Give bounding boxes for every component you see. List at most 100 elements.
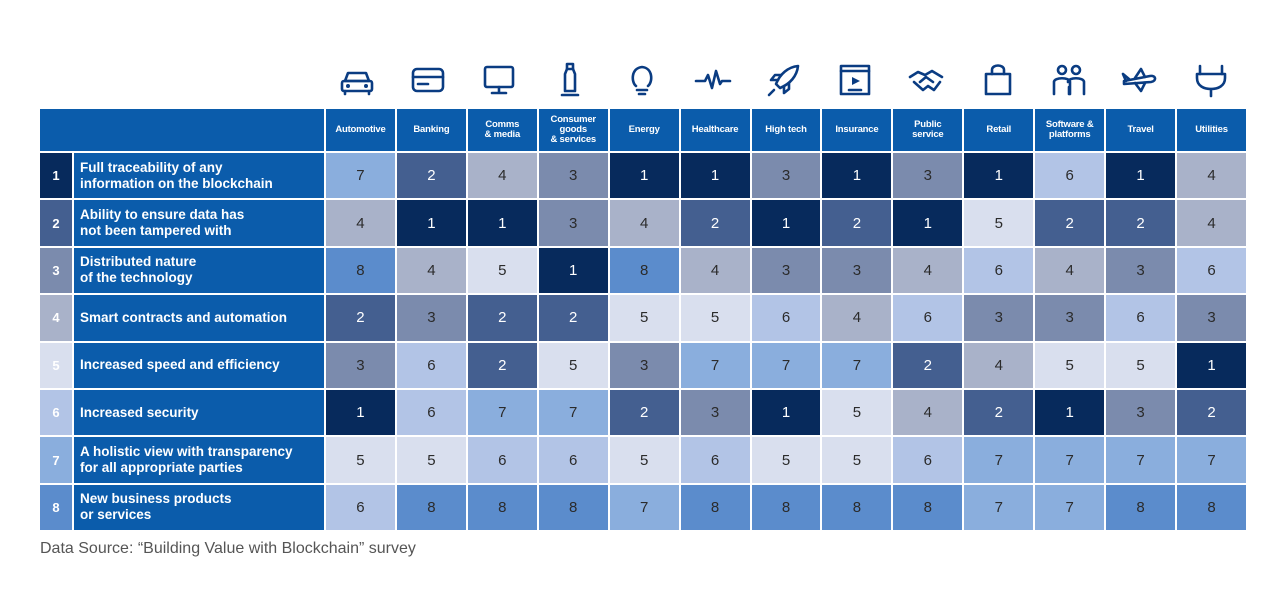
heatmap-cell: 8	[467, 484, 537, 531]
heatmap-cell: 3	[396, 295, 466, 341]
heatmap-cell: 7	[538, 389, 608, 436]
row-rank: 5	[40, 342, 72, 388]
heatmap-cell: 2	[680, 200, 750, 246]
heatmap-cell: 2	[396, 153, 466, 199]
heatmap-cell: 6	[893, 295, 963, 341]
heatmap-cell: 2	[326, 295, 395, 341]
heatmap-cell: 1	[751, 200, 821, 246]
heatmap-cell: 1	[1177, 342, 1246, 388]
heatmap-cell: 3	[1106, 247, 1176, 294]
column-header: Utilities	[1177, 109, 1246, 151]
car-icon	[322, 56, 391, 104]
heatmap-cell: 6	[326, 484, 395, 531]
heatmap-cell: 5	[1035, 342, 1105, 388]
people-icon	[1034, 56, 1103, 104]
heatmap-cell: 2	[964, 389, 1034, 436]
heatmap-cell: 3	[751, 247, 821, 294]
heatmap-cell: 1	[609, 153, 679, 199]
document-video-icon	[821, 56, 890, 104]
column-header: Software & platforms	[1035, 109, 1105, 151]
heatmap-cell: 8	[822, 484, 892, 531]
heatmap-cell: 8	[396, 484, 466, 531]
heatmap-cell: 5	[609, 295, 679, 341]
heatmap-cell: 8	[1106, 484, 1176, 531]
heatmap-cell: 2	[467, 295, 537, 341]
column-header: Automotive	[326, 109, 395, 151]
heatmap-cell: 1	[893, 200, 963, 246]
heatmap-cell: 1	[680, 153, 750, 199]
heatmap-cell: 3	[326, 342, 395, 388]
heatmap-cell: 7	[1035, 484, 1105, 531]
plug-icon	[1177, 56, 1246, 104]
heatmap-cell: 6	[893, 437, 963, 483]
heatmap-cell: 1	[467, 200, 537, 246]
heatmap-cell: 7	[326, 153, 395, 199]
column-header: Banking	[396, 109, 466, 151]
heatmap-cell: 7	[822, 342, 892, 388]
heatmap-cell: 3	[964, 295, 1034, 341]
heatmap-cell: 5	[680, 295, 750, 341]
heatmap-cell: 2	[822, 200, 892, 246]
heatmap-cell: 1	[1106, 153, 1176, 199]
credit-card-icon	[393, 56, 462, 104]
heatmap-cell: 3	[1106, 389, 1176, 436]
row-label: Increased security	[74, 389, 324, 436]
bottle-icon	[536, 56, 605, 104]
row-rank: 6	[40, 389, 72, 436]
heatmap-cell: 6	[1177, 247, 1246, 294]
column-header: Insurance	[822, 109, 892, 151]
heatmap-cell: 6	[1106, 295, 1176, 341]
heatmap-cell: 2	[609, 389, 679, 436]
heatmap-cell: 2	[1035, 200, 1105, 246]
row-rank: 8	[40, 484, 72, 531]
heatmap-cell: 5	[467, 247, 537, 294]
header-blank	[40, 109, 324, 151]
heatmap-cell: 3	[680, 389, 750, 436]
heatmap-cell: 7	[1035, 437, 1105, 483]
heatmap-cell: 1	[822, 153, 892, 199]
heatmap-cell: 5	[751, 437, 821, 483]
column-header: Energy	[609, 109, 679, 151]
heatmap-cell: 4	[326, 200, 395, 246]
handshake-icon	[892, 56, 961, 104]
row-rank: 2	[40, 200, 72, 246]
heatmap-cell: 5	[326, 437, 395, 483]
heatmap-cell: 8	[326, 247, 395, 294]
column-header: Comms & media	[467, 109, 537, 151]
row-rank: 4	[40, 295, 72, 341]
column-header: Consumer goods & services	[538, 109, 608, 151]
heatmap-cell: 1	[396, 200, 466, 246]
heatmap-cell: 8	[609, 247, 679, 294]
heatmap-cell: 4	[1177, 200, 1246, 246]
heatmap-cell: 7	[680, 342, 750, 388]
heatmap-cell: 4	[609, 200, 679, 246]
column-header: High tech	[751, 109, 821, 151]
heatmap-cell: 2	[893, 342, 963, 388]
heatmap-cell: 2	[467, 342, 537, 388]
heatmap-cell: 6	[751, 295, 821, 341]
heatmap-cell: 6	[396, 389, 466, 436]
industry-icon-row	[322, 56, 1246, 104]
lightbulb-icon	[607, 56, 676, 104]
heatmap-cell: 1	[1035, 389, 1105, 436]
airplane-icon	[1106, 56, 1175, 104]
row-rank: 1	[40, 153, 72, 199]
heatmap-cell: 1	[538, 247, 608, 294]
heatmap-cell: 7	[1106, 437, 1176, 483]
heatmap-cell: 3	[538, 153, 608, 199]
heatmap-cell: 3	[538, 200, 608, 246]
heatmap-cell: 7	[609, 484, 679, 531]
heatmap-cell: 3	[822, 247, 892, 294]
rocket-icon	[749, 56, 818, 104]
heatmap-cell: 5	[964, 200, 1034, 246]
heatmap-cell: 2	[538, 295, 608, 341]
heatmap-cell: 7	[467, 389, 537, 436]
heatmap-cell: 4	[964, 342, 1034, 388]
heatmap-cell: 8	[893, 484, 963, 531]
column-header: Public service	[893, 109, 963, 151]
row-label: Increased speed and efficiency	[74, 342, 324, 388]
heatmap-cell: 7	[1177, 437, 1246, 483]
heatmap-cell: 6	[538, 437, 608, 483]
heatmap-cell: 4	[893, 389, 963, 436]
heatmap-cell: 5	[1106, 342, 1176, 388]
